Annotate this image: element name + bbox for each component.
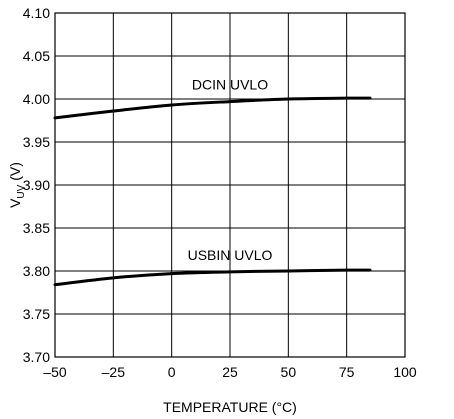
y-tick-label: 3.80: [23, 263, 50, 279]
x-axis-label: TEMPERATURE (°C): [163, 399, 297, 415]
series-line-0: [55, 98, 370, 118]
series-label-1: USBIN UVLO: [188, 247, 273, 263]
x-tick-label: 0: [168, 364, 176, 380]
x-tick-label: –25: [102, 364, 126, 380]
y-tick-label: 3.70: [23, 349, 50, 365]
y-axis-label: VUV (V): [7, 162, 27, 208]
y-tick-label: 4.00: [23, 91, 50, 107]
y-tick-label: 3.95: [23, 134, 50, 150]
y-axis-label-sub: UV: [16, 184, 27, 198]
x-tick-label: –50: [43, 364, 67, 380]
x-tick-label: 25: [222, 364, 238, 380]
grid-lines: [55, 13, 405, 357]
x-tick-label: 100: [393, 364, 417, 380]
y-axis-label-unit: (V): [7, 162, 23, 185]
x-tick-label: 50: [281, 364, 297, 380]
series-line-1: [55, 270, 370, 285]
y-tick-label: 3.85: [23, 220, 50, 236]
x-tick-labels: –50 –25 0 25 50 75 100: [43, 364, 417, 380]
y-tick-label: 4.10: [23, 5, 50, 21]
y-tick-label: 4.05: [23, 48, 50, 64]
series-label-0: DCIN UVLO: [192, 77, 268, 93]
x-tick-label: 75: [339, 364, 355, 380]
y-tick-label: 3.75: [23, 306, 50, 322]
